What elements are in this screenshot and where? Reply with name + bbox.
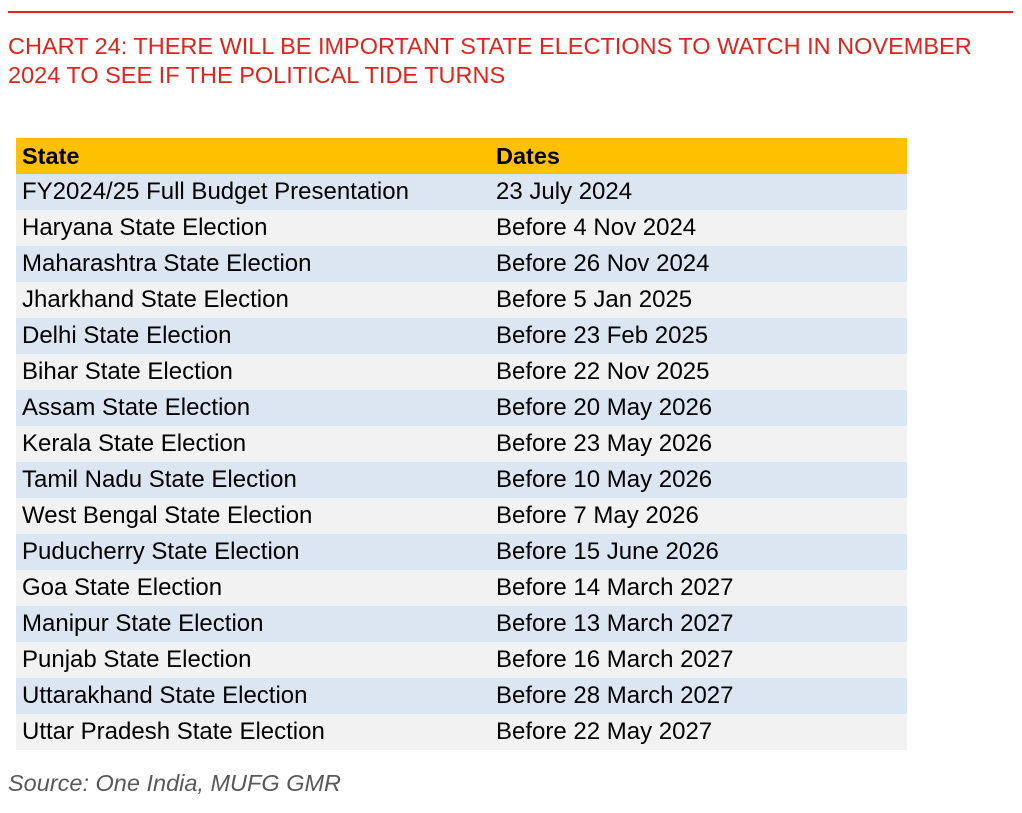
- date-cell: Before 13 March 2027: [490, 606, 907, 642]
- date-cell: Before 15 June 2026: [490, 534, 907, 570]
- state-cell: Kerala State Election: [16, 426, 490, 462]
- state-cell: Haryana State Election: [16, 210, 490, 246]
- date-cell: Before 16 March 2027: [490, 642, 907, 678]
- table-row: Haryana State Election Before 4 Nov 2024: [16, 210, 907, 246]
- source-note: Source: One India, MUFG GMR: [8, 770, 342, 796]
- table-row: Bihar State Election Before 22 Nov 2025: [16, 354, 907, 390]
- state-cell: Bihar State Election: [16, 354, 490, 390]
- table-row: FY2024/25 Full Budget Presentation 23 Jul…: [16, 174, 907, 210]
- state-cell: Jharkhand State Election: [16, 282, 490, 318]
- state-cell: Goa State Election: [16, 570, 490, 606]
- date-cell: Before 28 March 2027: [490, 678, 907, 714]
- table-row: Goa State Election Before 14 March 2027: [16, 570, 907, 606]
- table-row: West Bengal State Election Before 7 May 2…: [16, 498, 907, 534]
- table-row: Manipur State Election Before 13 March 20…: [16, 606, 907, 642]
- date-cell: Before 7 May 2026: [490, 498, 907, 534]
- table-header-row: State Dates: [16, 138, 907, 174]
- table-row: Maharashtra State Election Before 26 Nov …: [16, 246, 907, 282]
- state-cell: Uttar Pradesh State Election: [16, 714, 490, 750]
- chart-title: CHART 24: THERE WILL BE IMPORTANT STATE …: [8, 33, 972, 88]
- state-cell: Punjab State Election: [16, 642, 490, 678]
- date-cell: Before 23 May 2026: [490, 426, 907, 462]
- table-row: Jharkhand State Election Before 5 Jan 202…: [16, 282, 907, 318]
- table-row: Uttar Pradesh State Election Before 22 Ma…: [16, 714, 907, 750]
- table-row: Tamil Nadu State Election Before 10 May 2…: [16, 462, 907, 498]
- date-cell: Before 22 May 2027: [490, 714, 907, 750]
- table-row: Assam State Election Before 20 May 2026: [16, 390, 907, 426]
- table-row: Delhi State Election Before 23 Feb 2025: [16, 318, 907, 354]
- date-cell: Before 14 March 2027: [490, 570, 907, 606]
- date-cell: Before 4 Nov 2024: [490, 210, 907, 246]
- table-row: Uttarakhand State Election Before 28 Marc…: [16, 678, 907, 714]
- date-cell: Before 10 May 2026: [490, 462, 907, 498]
- state-cell: Uttarakhand State Election: [16, 678, 490, 714]
- table-row: Kerala State Election Before 23 May 2026: [16, 426, 907, 462]
- header-state: State: [16, 138, 490, 174]
- state-cell: Delhi State Election: [16, 318, 490, 354]
- state-cell: West Bengal State Election: [16, 498, 490, 534]
- date-cell: Before 5 Jan 2025: [490, 282, 907, 318]
- elections-table-container: State Dates FY2024/25 Full Budget Presen…: [16, 138, 907, 750]
- elections-table: State Dates FY2024/25 Full Budget Presen…: [16, 138, 907, 750]
- top-divider: [8, 11, 1013, 13]
- date-cell: Before 20 May 2026: [490, 390, 907, 426]
- table-body: FY2024/25 Full Budget Presentation 23 Jul…: [16, 174, 907, 750]
- state-cell: Maharashtra State Election: [16, 246, 490, 282]
- date-cell: Before 23 Feb 2025: [490, 318, 907, 354]
- table-row: Punjab State Election Before 16 March 202…: [16, 642, 907, 678]
- state-cell: FY2024/25 Full Budget Presentation: [16, 174, 490, 210]
- state-cell: Tamil Nadu State Election: [16, 462, 490, 498]
- state-cell: Puducherry State Election: [16, 534, 490, 570]
- date-cell: Before 26 Nov 2024: [490, 246, 907, 282]
- date-cell: Before 22 Nov 2025: [490, 354, 907, 390]
- state-cell: Manipur State Election: [16, 606, 490, 642]
- header-dates: Dates: [490, 138, 907, 174]
- table-row: Puducherry State Election Before 15 June …: [16, 534, 907, 570]
- date-cell: 23 July 2024: [490, 174, 907, 210]
- state-cell: Assam State Election: [16, 390, 490, 426]
